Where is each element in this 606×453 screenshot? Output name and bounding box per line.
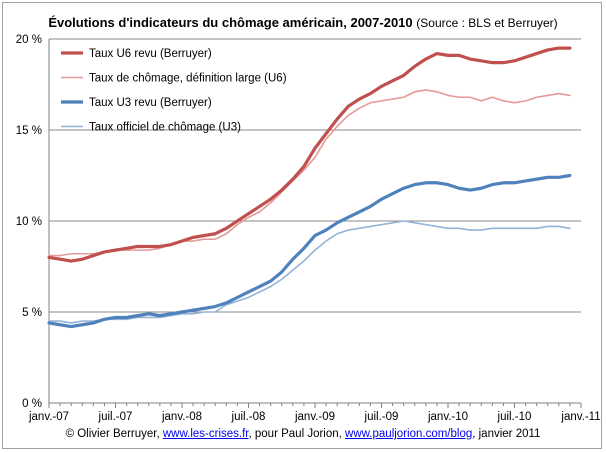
- legend-label: Taux U6 revu (Berruyer): [89, 48, 212, 60]
- x-tick-label: janv.-11: [560, 411, 600, 423]
- legend-label: Taux officiel de chômage (U3): [89, 122, 241, 134]
- legend-item-u3-officiel: Taux officiel de chômage (U3): [61, 122, 241, 134]
- credit-suffix: , janvier 2011: [472, 428, 541, 440]
- credit-prefix: © Olivier Berruyer,: [65, 428, 163, 440]
- y-tick-label: 5 %: [22, 307, 42, 319]
- axis-layer: 0 % 5 % 10 % 15 % 20 % janv.-07 juil.-07 janv.-…: [16, 34, 601, 423]
- credit-footer: © Olivier Berruyer, www.les-crises.fr, p…: [3, 428, 603, 440]
- y-tick-label: 20 %: [16, 34, 42, 46]
- legend: Taux U6 revu (Berruyer) Taux de chômage, …: [61, 48, 287, 134]
- series-u3-officiel-line: [48, 220, 571, 324]
- chart-frame: Évolutions d'indicateurs du chômage amér…: [2, 2, 602, 449]
- plot-area: 0 % 5 % 10 % 15 % 20 % janv.-07 juil.-07 janv.-…: [16, 34, 601, 423]
- legend-item-u6-officiel: Taux de chômage, définition large (U6): [61, 73, 287, 85]
- pauljorion-link[interactable]: www.pauljorion.com/blog: [345, 428, 473, 440]
- legend-label: Taux U3 revu (Berruyer): [89, 97, 212, 109]
- x-tick-label: janv.-10: [427, 411, 468, 423]
- y-tick-label: 10 %: [16, 216, 42, 228]
- x-tick-label: juil.-07: [98, 411, 133, 423]
- x-tick-label: janv.-09: [294, 411, 335, 423]
- chart-title-main: Évolutions d'indicateurs du chômage amér…: [48, 15, 413, 30]
- legend-label: Taux de chômage, définition large (U6): [89, 73, 287, 85]
- series-u6-revu-line: [47, 46, 572, 263]
- x-tick-label: juil.-08: [231, 411, 266, 423]
- x-tick-label: juil.-09: [364, 411, 399, 423]
- grid-layer: [49, 38, 581, 313]
- series-u6-officiel-line: [48, 89, 571, 257]
- legend-item-u3-revu: Taux U3 revu (Berruyer): [61, 97, 212, 109]
- series-layer: [47, 46, 572, 329]
- x-tick-label: janv.-07: [28, 411, 69, 423]
- y-tick-label: 0 %: [22, 398, 42, 410]
- series-u3-revu-line: [47, 173, 572, 329]
- legend-item-u6-revu: Taux U6 revu (Berruyer): [61, 48, 212, 60]
- x-tick-label: janv.-08: [161, 411, 202, 423]
- y-tick-label: 15 %: [16, 125, 42, 137]
- x-tick-label: juil.-10: [497, 411, 532, 423]
- chart-subtitle: (Source : BLS et Berruyer): [416, 16, 558, 30]
- chart-title: Évolutions d'indicateurs du chômage amér…: [3, 15, 603, 30]
- les-crises-link[interactable]: www.les-crises.fr: [162, 428, 249, 440]
- credit-mid: , pour Paul Jorion,: [248, 428, 346, 440]
